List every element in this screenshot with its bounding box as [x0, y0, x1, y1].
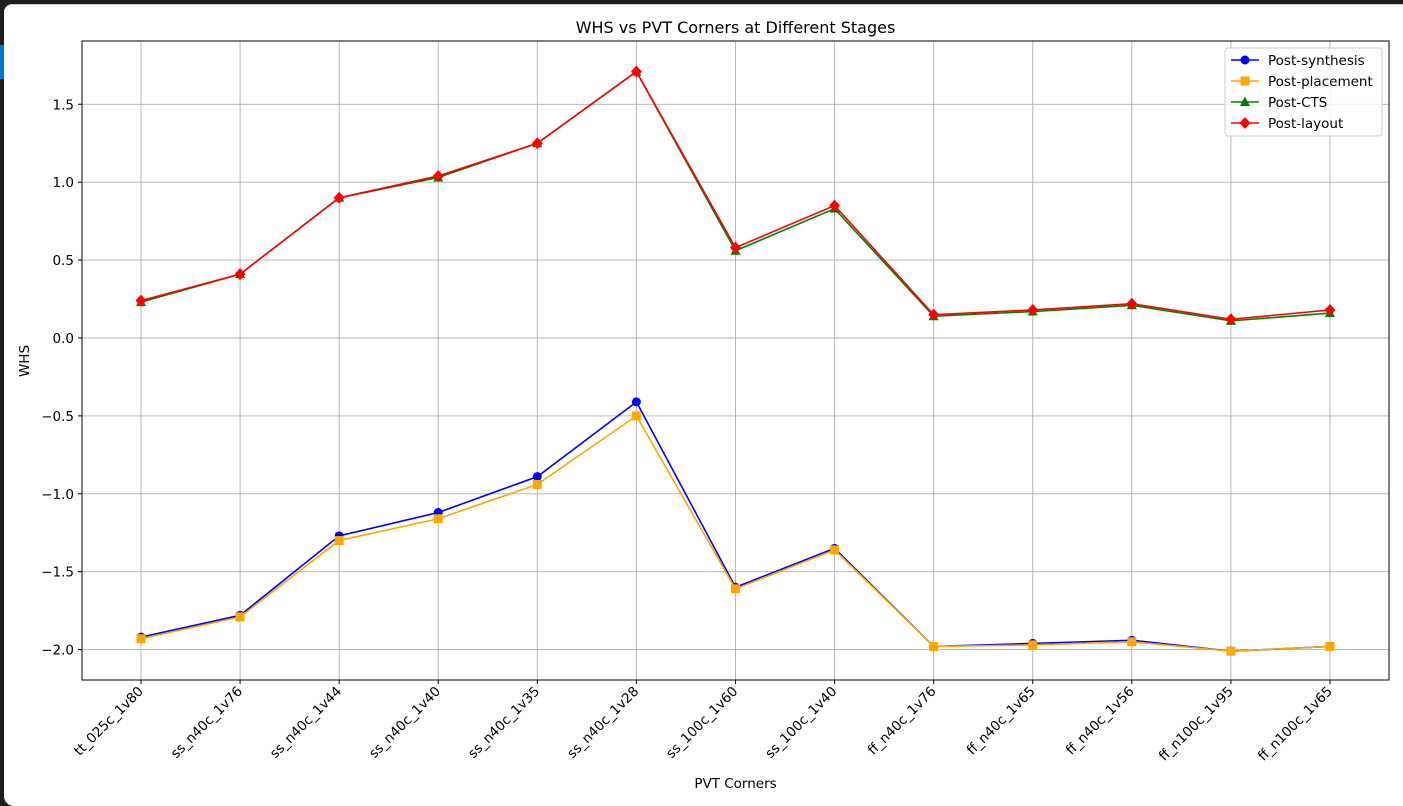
data-point [234, 268, 246, 281]
data-point [235, 612, 245, 622]
y-axis-label: WHS [17, 345, 33, 377]
data-point [730, 241, 741, 254]
x-tick-label: ss_n40c_1v28 [564, 684, 642, 762]
data-point [1126, 297, 1138, 310]
data-point [433, 514, 443, 524]
sidebar-active-indicator [0, 45, 4, 79]
data-point [532, 479, 542, 489]
series-post-layout [135, 65, 1336, 326]
data-point [829, 199, 841, 212]
x-tick-label: ss_n40c_1v76 [168, 684, 246, 762]
y-tick-label: 1.5 [53, 97, 74, 113]
line-chart: tt_025c_1v80 ss_n40c_1v76 ss_n40c_1v44 ss_n… [17, 18, 1390, 792]
legend-box [1224, 47, 1383, 137]
x-axis-label: PVT Corners [694, 776, 776, 792]
chart-title: WHS vs PVT Corners at Different Stages [576, 18, 896, 37]
series-layer [135, 65, 1336, 656]
legend-marker [1240, 55, 1250, 65]
data-point [136, 634, 146, 644]
grid-lines [82, 41, 1389, 680]
data-point [928, 308, 940, 321]
legend-label: Post-CTS [1268, 95, 1327, 111]
legend-marker [1239, 117, 1251, 129]
series-post-placement [136, 411, 1335, 656]
axis-ticks: tt_025c_1v80 ss_n40c_1v76 ss_n40c_1v44 ss_n… [41, 97, 1336, 764]
x-tick-label: ff_n100c_1v95 [1156, 684, 1237, 765]
y-tick-label: −1.5 [41, 565, 74, 581]
sidebar-strip [0, 0, 6, 805]
y-tick-label: 0.0 [53, 331, 74, 347]
legend-marker [1240, 76, 1250, 86]
data-point [631, 411, 641, 421]
x-tick-label: tt_025c_1v80 [71, 684, 147, 760]
data-point [532, 472, 542, 482]
y-tick-label: −2.0 [41, 643, 74, 659]
x-tick-label: ss_100c_1v60 [663, 684, 741, 762]
y-tick-label: 1.0 [53, 175, 74, 191]
data-point [1127, 637, 1137, 647]
data-point [333, 191, 345, 204]
x-tick-label: ss_n40c_1v35 [465, 684, 543, 762]
data-point [731, 584, 740, 594]
data-point [334, 536, 344, 546]
data-point [135, 294, 147, 307]
y-tick-label: −1.0 [41, 487, 74, 503]
data-point [1325, 641, 1335, 651]
y-tick-label: 0.5 [53, 253, 74, 269]
legend: Post-synthesis Post-placement Post-CTS Post… [1224, 47, 1383, 137]
legend-label: Post-placement [1268, 74, 1373, 90]
x-tick-label: ff_n40c_1v56 [1063, 684, 1138, 759]
x-tick-label: ss_n40c_1v40 [366, 684, 444, 762]
data-point [1226, 646, 1236, 656]
figure-window: tt_025c_1v80 ss_n40c_1v76 ss_n40c_1v44 ss_n… [4, 4, 1403, 806]
data-point [830, 545, 840, 555]
x-tick-label: ss_100c_1v40 [762, 684, 840, 762]
data-point [929, 641, 939, 651]
data-point [1225, 313, 1237, 326]
data-point [1027, 303, 1039, 316]
legend-marker [1240, 96, 1250, 106]
x-tick-label: ff_n40c_1v76 [865, 684, 940, 759]
data-point [631, 397, 641, 407]
data-point [531, 137, 543, 150]
legend-label: Post-layout [1268, 116, 1343, 132]
data-point [630, 65, 642, 78]
legend-label: Post-synthesis [1268, 53, 1365, 69]
data-point [432, 169, 444, 182]
data-point [1324, 303, 1336, 316]
x-tick-label: ff_n100c_1v65 [1255, 684, 1336, 765]
data-point [1028, 640, 1038, 650]
x-tick-label: ss_n40c_1v44 [267, 684, 345, 762]
y-tick-label: −0.5 [41, 409, 74, 425]
x-tick-label: ff_n40c_1v65 [964, 684, 1039, 759]
